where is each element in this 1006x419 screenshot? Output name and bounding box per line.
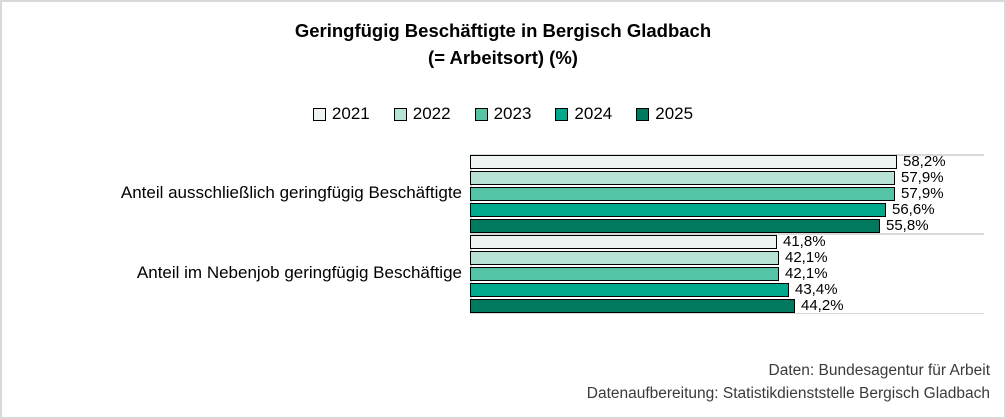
bar-2022-category-1	[470, 171, 895, 185]
category-label-nebenjob: Anteil im Nebenjob geringfügig Beschäfti…	[136, 263, 462, 282]
legend-label: 2021	[331, 104, 370, 123]
legend-label: 2024	[574, 104, 613, 123]
bar-2024-category-1	[470, 203, 886, 217]
bar-value-label-2025-category-2: 44,2%	[801, 297, 844, 314]
source-note-line-1: Daten: Bundesagentur für Arbeit	[768, 362, 990, 379]
legend-item-2024: 2024	[555, 104, 612, 124]
bar-2023-category-1	[470, 187, 895, 201]
bar-value-label-2021-category-1: 58,2%	[903, 153, 946, 170]
legend-swatch-icon	[312, 107, 326, 121]
legend-swatch-icon	[393, 107, 407, 121]
plot-area: 58,2% 57,9% 57,9% 56,6% 55,8% 41,8% 42,1% 42,1%…	[470, 154, 984, 314]
legend-item-2022: 2022	[393, 104, 451, 124]
chart-title-line-1: Geringfügig Beschäftigte in Bergisch Gla…	[294, 20, 712, 41]
bar-value-label-2024-category-2: 43,4%	[795, 281, 838, 298]
source-note: Daten: Bundesagentur für Arbeit Datenauf…	[587, 359, 990, 405]
bar-value-label-2023-category-1: 57,9%	[901, 185, 944, 202]
bar-2022-category-2	[470, 251, 779, 265]
legend: 2021 2022 2023 2024 2025	[2, 104, 1004, 124]
legend-item-2023: 2023	[474, 104, 532, 124]
legend-item-2021: 2021	[312, 104, 370, 124]
bar-2023-category-2	[470, 267, 779, 281]
legend-label: 2022	[412, 104, 451, 123]
bar-value-label-2024-category-1: 56,6%	[892, 201, 935, 218]
legend-item-2025: 2025	[636, 104, 693, 124]
source-note-line-2: Datenaufbereitung: Statistikdienststelle…	[586, 385, 990, 402]
bar-2021-category-1	[470, 155, 897, 169]
category-label-ausschliesslich: Anteil ausschließlich geringfügig Beschä…	[120, 183, 462, 202]
chart-title-line-2: (= Arbeitsort) (%)	[428, 47, 578, 68]
chart-title: Geringfügig Beschäftigte in Bergisch Gla…	[2, 17, 1004, 71]
bar-2024-category-2	[470, 283, 789, 297]
legend-label: 2025	[655, 104, 694, 123]
legend-swatch-icon	[636, 107, 650, 121]
bar-2025-category-2	[470, 299, 795, 313]
gridline-top	[470, 154, 984, 156]
legend-swatch-icon	[555, 107, 569, 121]
gridline-bottom	[470, 312, 984, 314]
legend-swatch-icon	[474, 107, 488, 121]
bar-value-label-2022-category-1: 57,9%	[901, 169, 944, 186]
legend-label: 2023	[493, 104, 532, 123]
bar-value-label-2025-category-1: 55,8%	[886, 217, 929, 234]
gridline-middle	[470, 233, 984, 235]
bar-value-label-2022-category-2: 42,1%	[785, 249, 828, 266]
bar-value-label-2021-category-2: 41,8%	[783, 233, 826, 250]
bar-value-label-2023-category-2: 42,1%	[785, 265, 828, 282]
bar-2025-category-1	[470, 219, 880, 233]
bar-2021-category-2	[470, 235, 777, 249]
